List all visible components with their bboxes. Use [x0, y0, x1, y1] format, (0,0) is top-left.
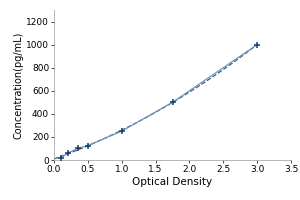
Y-axis label: Concentration(pg/mL): Concentration(pg/mL)	[14, 31, 23, 139]
X-axis label: Optical Density: Optical Density	[132, 177, 213, 187]
